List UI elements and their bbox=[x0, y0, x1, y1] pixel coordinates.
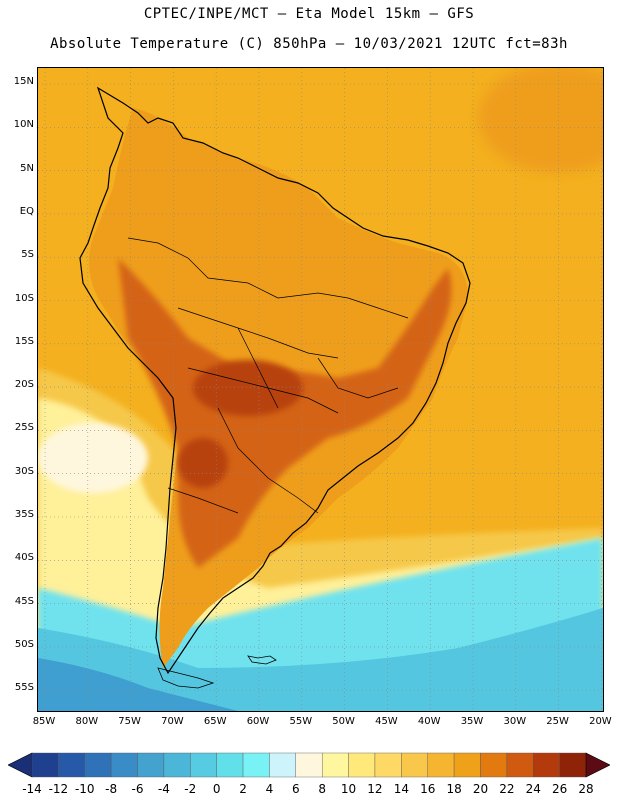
colorbar-tick-label: 10 bbox=[340, 782, 357, 796]
colorbar-tick-label: 26 bbox=[551, 782, 568, 796]
colorbar-tick-label: -8 bbox=[105, 782, 118, 796]
lon-tick-label: 70W bbox=[161, 716, 184, 727]
lat-tick-label: 35S bbox=[14, 509, 34, 520]
colorbar-tick-label: -2 bbox=[184, 782, 197, 796]
colorbar-segment bbox=[506, 752, 534, 778]
colorbar-tick-label: 24 bbox=[525, 782, 541, 796]
colorbar-segment bbox=[31, 752, 59, 778]
colorbar-tick-label: 0 bbox=[212, 782, 221, 796]
colorbar bbox=[8, 752, 610, 778]
lon-tick-label: 75W bbox=[118, 716, 141, 727]
lat-tick-label: 10N bbox=[13, 119, 34, 131]
lon-tick-label: 40W bbox=[417, 716, 441, 727]
colorbar-tick-label: 28 bbox=[578, 782, 594, 796]
colorbar-segment bbox=[84, 752, 112, 778]
falkland-islands bbox=[247, 655, 277, 665]
colorbar-tick-label: 22 bbox=[499, 782, 515, 796]
colorbar-segment bbox=[533, 752, 560, 778]
pacific-cool-blob bbox=[38, 423, 148, 493]
colorbar-high-arrow bbox=[585, 752, 610, 778]
colorbar-tick-label: -14 bbox=[22, 782, 42, 796]
lat-tick-label: 5N bbox=[20, 162, 34, 174]
coldest-sea bbox=[38, 658, 238, 711]
colorbar-tick-label: 12 bbox=[367, 782, 383, 796]
colorbar-segment bbox=[295, 752, 323, 778]
colorbar-tick-label: 20 bbox=[472, 782, 489, 796]
colorbar-tick-label: 6 bbox=[291, 782, 300, 796]
colorbar-tick-label: -6 bbox=[131, 782, 144, 796]
colorbar-tick-label: 4 bbox=[265, 782, 274, 796]
lat-tick-label: 50S bbox=[14, 638, 34, 650]
lat-tick-label: 45S bbox=[14, 595, 34, 607]
tierra-del-fuego bbox=[157, 667, 215, 689]
hottest-core-1 bbox=[193, 360, 303, 416]
colorbar-segment bbox=[58, 752, 85, 778]
colorbar-tick-label: 18 bbox=[446, 782, 462, 796]
colorbar-segment bbox=[190, 752, 217, 778]
colorbar-tick-label: 8 bbox=[318, 782, 326, 796]
colorbar-tick-label: -10 bbox=[74, 782, 95, 796]
lon-tick-label: 50W bbox=[332, 716, 355, 727]
colorbar-segment bbox=[480, 752, 508, 778]
colder-sea bbox=[38, 608, 603, 711]
lon-tick-label: 45W bbox=[375, 716, 398, 727]
lat-tick-label: 25S bbox=[14, 422, 34, 434]
coastline bbox=[79, 86, 471, 675]
colorbar-segment bbox=[559, 752, 587, 778]
lon-tick-label: 80W bbox=[75, 716, 99, 727]
colorbar-segment bbox=[163, 752, 191, 778]
colorbar-segment bbox=[401, 752, 428, 778]
colorbar-tick-label: 16 bbox=[420, 782, 436, 796]
lat-tick-label: 55S bbox=[14, 682, 34, 694]
colorbar-segment bbox=[269, 752, 297, 778]
colorbar-segment bbox=[374, 752, 402, 778]
map-title-line-1: CPTEC/INPE/MCT – Eta Model 15km – GFS bbox=[143, 6, 475, 22]
hottest-core-2 bbox=[178, 438, 228, 488]
colorbar-segment bbox=[137, 752, 165, 778]
lat-tick-label: 40S bbox=[14, 552, 34, 564]
temperature-field-svg bbox=[38, 68, 603, 711]
colorbar-segment bbox=[242, 752, 270, 778]
colorbar-segment bbox=[216, 752, 244, 778]
colorbar-segment bbox=[321, 752, 349, 778]
colorbar-segment bbox=[110, 752, 138, 778]
warm-atlantic-blob bbox=[478, 68, 603, 173]
lat-tick-label: 30S bbox=[14, 465, 34, 477]
lon-tick-label: 85W bbox=[32, 716, 56, 727]
lon-tick-label: 30W bbox=[503, 716, 527, 727]
map-title-line-2: Absolute Temperature (C) 850hPa – 10/03/… bbox=[50, 36, 568, 52]
lon-tick-label: 55W bbox=[289, 716, 313, 727]
colorbar-low-arrow bbox=[8, 752, 33, 778]
hot-core bbox=[118, 258, 452, 568]
lat-tick-label: EQ bbox=[19, 205, 34, 217]
lon-tick-label: 65W bbox=[203, 716, 227, 727]
lat-tick-label: 20S bbox=[14, 379, 34, 391]
lat-tick-label: 10S bbox=[14, 292, 34, 304]
colorbar-tick-label: 2 bbox=[239, 782, 247, 796]
temperature-map bbox=[37, 67, 604, 712]
lon-tick-label: 35W bbox=[460, 716, 484, 727]
colorbar-tick-label: -12 bbox=[48, 782, 69, 796]
colorbar-segment bbox=[453, 752, 481, 778]
lat-tick-label: 15S bbox=[14, 335, 34, 347]
lon-tick-label: 20W bbox=[589, 716, 612, 727]
lon-tick-label: 60W bbox=[246, 716, 270, 727]
colorbar-segment bbox=[348, 752, 376, 778]
lat-tick-label: 15N bbox=[13, 76, 34, 87]
colorbar-tick-label: -4 bbox=[157, 782, 170, 796]
colorbar-segment bbox=[427, 752, 455, 778]
lat-tick-label: 5S bbox=[21, 249, 34, 261]
colorbar-tick-label: 14 bbox=[393, 782, 409, 796]
lon-tick-label: 25W bbox=[546, 716, 569, 727]
country-borders bbox=[127, 237, 409, 514]
